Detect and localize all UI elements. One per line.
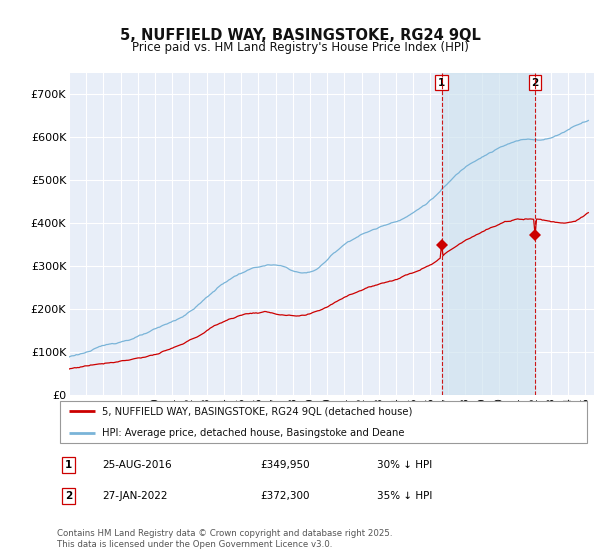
Text: 25-AUG-2016: 25-AUG-2016 (103, 460, 172, 470)
Text: Contains HM Land Registry data © Crown copyright and database right 2025.
This d: Contains HM Land Registry data © Crown c… (57, 529, 392, 549)
Text: Price paid vs. HM Land Registry's House Price Index (HPI): Price paid vs. HM Land Registry's House … (131, 40, 469, 54)
Text: 27-JAN-2022: 27-JAN-2022 (103, 491, 168, 501)
Text: HPI: Average price, detached house, Basingstoke and Deane: HPI: Average price, detached house, Basi… (103, 428, 405, 438)
Text: 35% ↓ HPI: 35% ↓ HPI (377, 491, 433, 501)
Text: 5, NUFFIELD WAY, BASINGSTOKE, RG24 9QL (detached house): 5, NUFFIELD WAY, BASINGSTOKE, RG24 9QL (… (103, 406, 413, 416)
Text: 1: 1 (65, 460, 72, 470)
Text: 2: 2 (65, 491, 72, 501)
Text: £349,950: £349,950 (260, 460, 310, 470)
Text: 5, NUFFIELD WAY, BASINGSTOKE, RG24 9QL: 5, NUFFIELD WAY, BASINGSTOKE, RG24 9QL (119, 28, 481, 43)
Bar (442, 73, 535, 395)
FancyBboxPatch shape (59, 401, 587, 444)
Text: 2: 2 (532, 78, 539, 87)
Text: 30% ↓ HPI: 30% ↓ HPI (377, 460, 433, 470)
Text: 1: 1 (438, 78, 445, 87)
Text: £372,300: £372,300 (260, 491, 310, 501)
